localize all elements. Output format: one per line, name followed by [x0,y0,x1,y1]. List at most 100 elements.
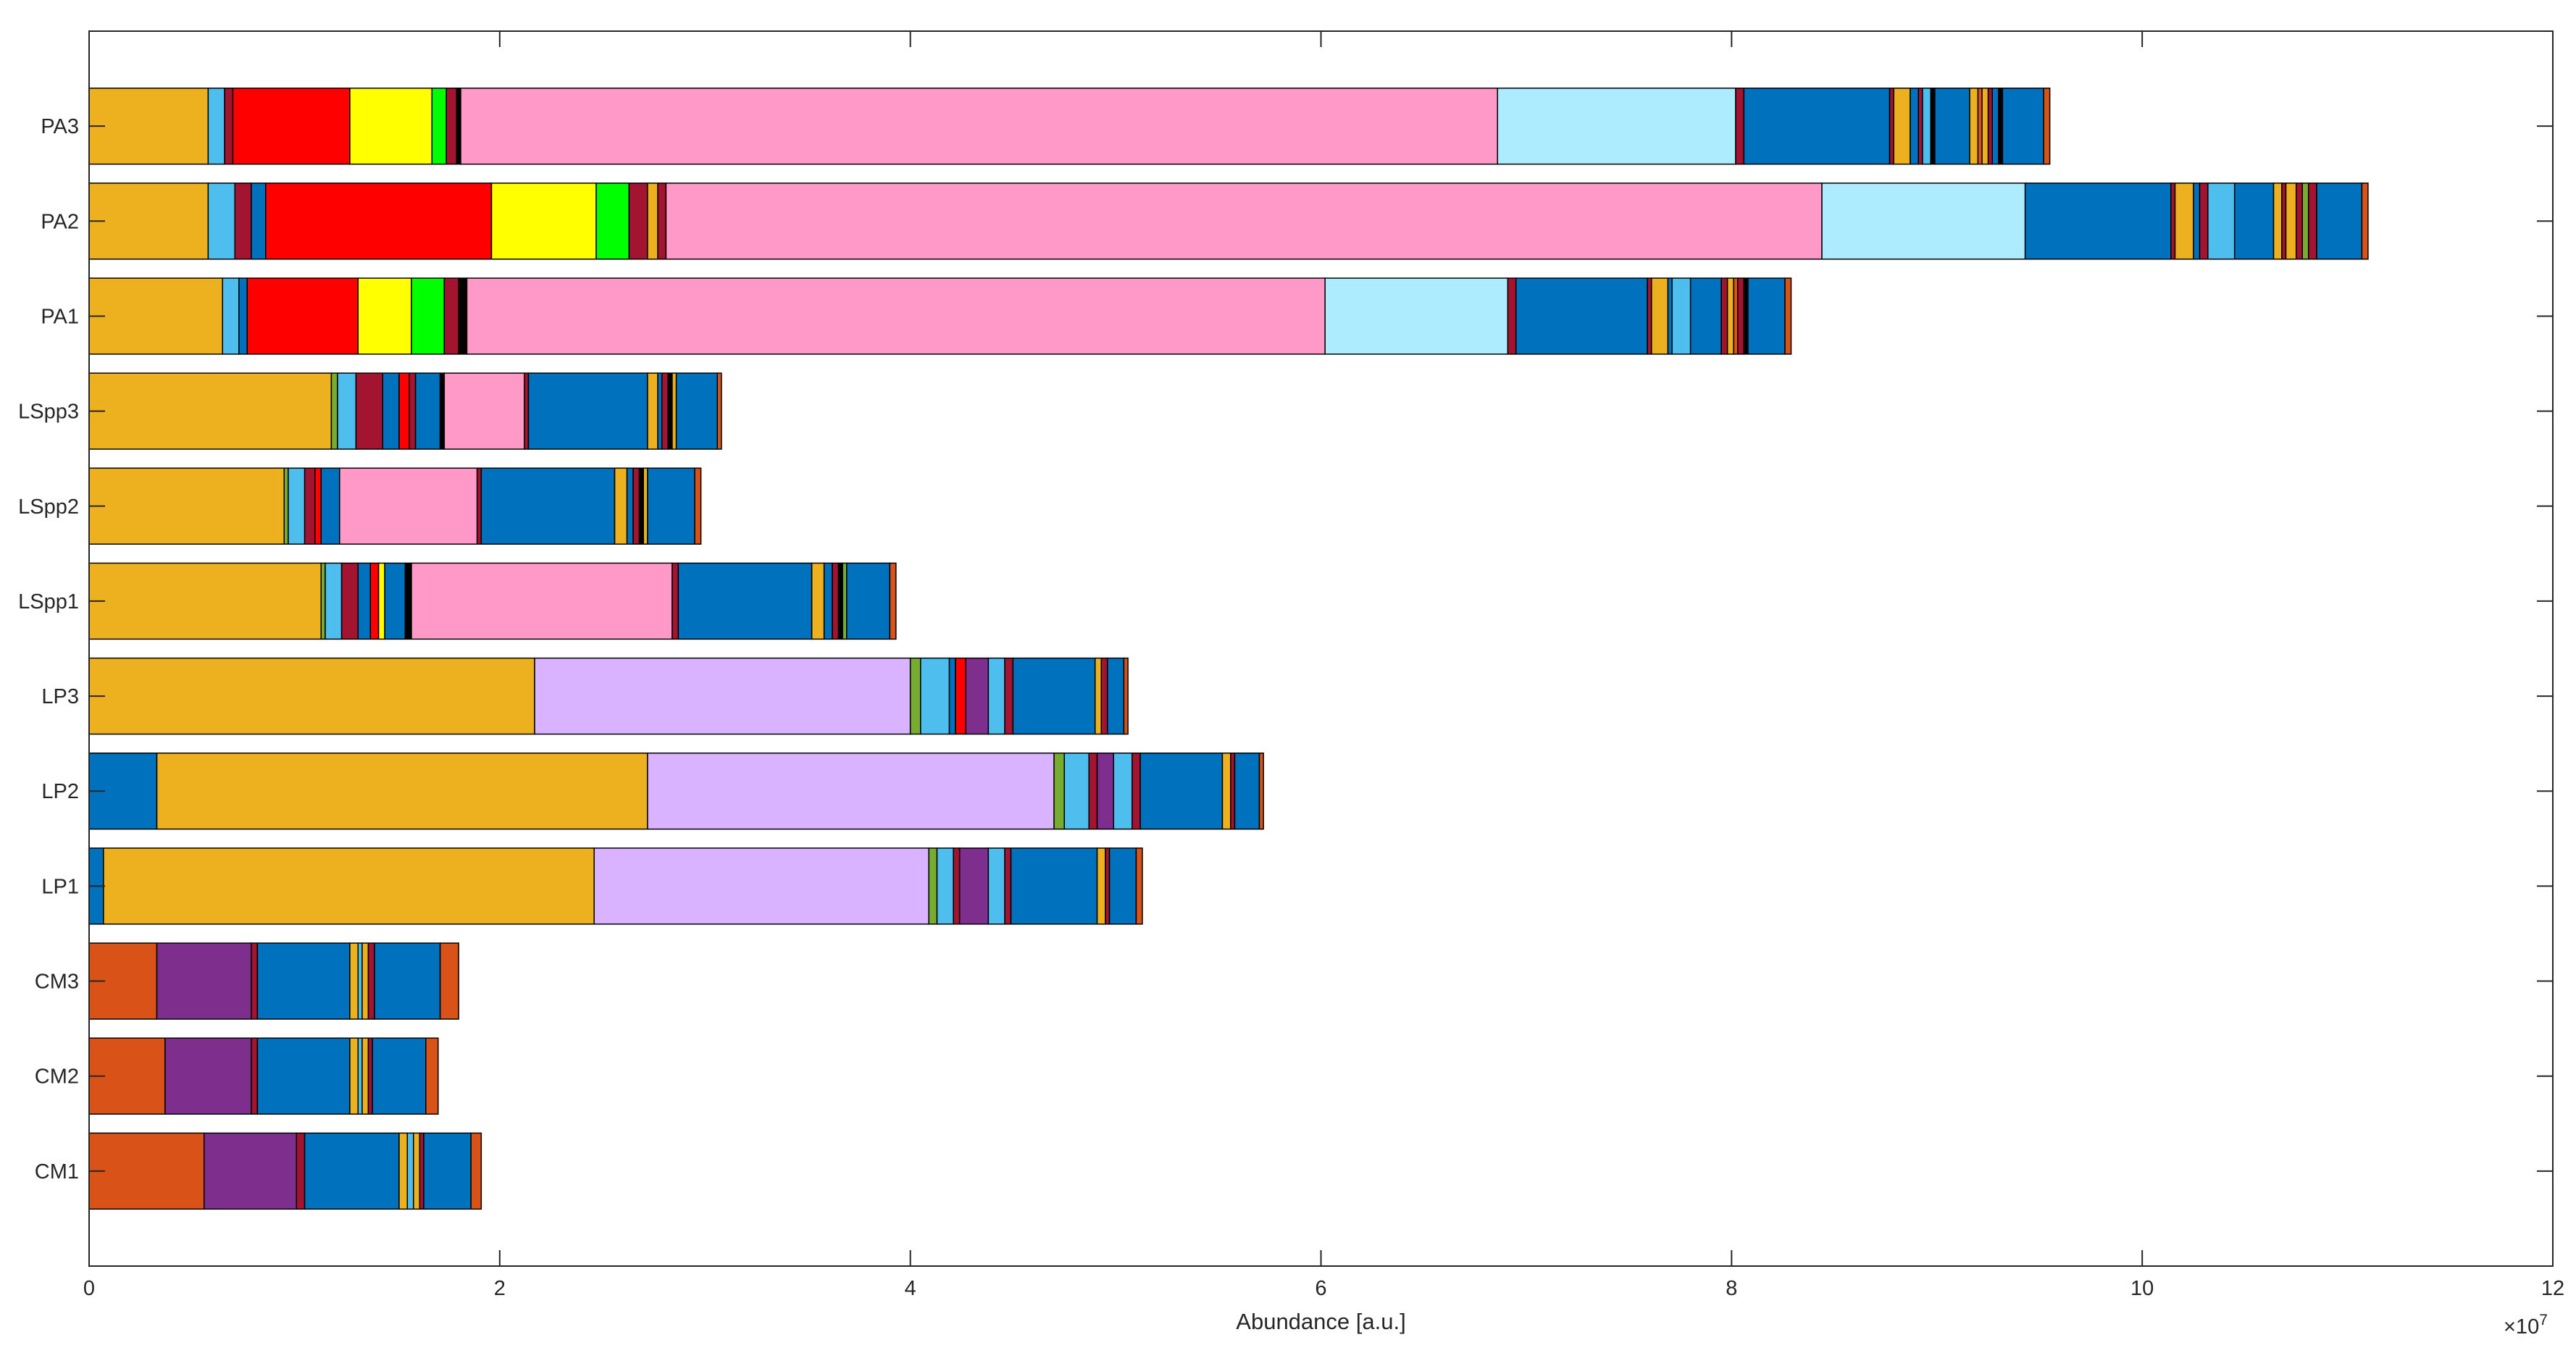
bar-segment-cm1-6 [413,1132,421,1210]
bar-segment-lspp1-13 [823,562,833,640]
bar-segment-pa3-20 [1977,87,1983,165]
bar-segment-pa2-14 [2174,183,2194,260]
bar-segment-lspp2-5 [320,467,340,545]
bar-segment-lp1-4 [936,847,954,925]
bar-segment-pa1-9 [1324,277,1509,355]
bar-segment-pa3-26 [2043,87,2051,165]
bar-segment-lspp2-12 [638,467,644,545]
bar-segment-pa1-5 [411,277,446,355]
bar-segment-pa2-0 [88,183,209,260]
bar-segment-cm2-9 [425,1037,439,1115]
bar-segment-lspp3-7 [414,372,441,450]
bar-segment-pa2-25 [2316,183,2363,260]
bar-segment-lspp2-7 [476,467,482,545]
bar-segment-lp3-13 [1123,657,1129,735]
bar-segment-lspp2-8 [480,467,616,545]
bar-segment-lspp1-8 [404,562,412,640]
bar-segment-lspp1-16 [842,562,848,640]
x-axis-exponent: ×107 [2504,1312,2548,1339]
bar-segment-cm2-6 [361,1037,369,1115]
bar-segment-pa3-3 [232,87,351,165]
bar-segment-pa1-10 [1507,277,1517,355]
bar-segment-lspp2-1 [283,467,289,545]
y-axis-ticks: PA3 PA2 PA1 LSpp3 LSpp2 LSpp1 LP3 LP2 LP1 CM3 CM2 C… [18,115,2553,1184]
bar-segment-lp1-9 [1010,847,1098,925]
bar-segment-lspp3-10 [524,372,530,450]
bar-segment-pa3-24 [1998,87,2004,165]
bar-segment-lp3-6 [965,657,990,735]
bar-segment-pa1-14 [1667,277,1673,355]
bar-segment-pa3-25 [2002,87,2044,165]
bar-segment-cm1-9 [470,1132,482,1210]
bar-segment-pa1-1 [222,277,240,355]
bar-segment-cm1-1 [203,1132,298,1210]
bar-segment-lp2-12 [1234,753,1260,830]
bar-segment-lp2-3 [1053,753,1065,830]
bar-segment-lp1-6 [958,847,990,925]
bar-segment-lp2-10 [1221,753,1231,830]
bar-segment-lspp3-3 [355,372,384,450]
bar-segment-pa2-9 [657,183,667,260]
bar-segment-pa2-15 [2193,183,2201,260]
bar-segment-pa3-19 [1969,87,1979,165]
bar-segment-cm3-2 [251,942,259,1020]
bar-segment-lspp1-14 [832,562,840,640]
bar-segment-lspp1-11 [677,562,813,640]
x-tick-label-12: 12 [2541,1277,2564,1300]
bar-segment-lspp1-9 [411,562,673,640]
bar-segment-pa1-16 [1689,277,1722,355]
bar-segment-lspp1-4 [357,562,372,640]
bar-segment-lp2-7 [1113,753,1133,830]
bar-segment-cm2-3 [256,1037,351,1115]
y-tick-label-pa1: PA1 [41,305,79,328]
bar-segment-lspp1-6 [377,562,385,640]
y-tick-label-lp2: LP2 [41,780,79,803]
bar-segment-pa2-22 [2295,183,2303,260]
bar-segment-pa1-12 [1647,277,1652,355]
bar-segment-lp2-6 [1096,753,1114,830]
bar-segment-pa2-4 [264,183,493,260]
bar-segment-lspp3-15 [667,372,673,450]
bar-segment-lspp1-1 [320,562,326,640]
bar-segment-pa3-9 [1497,87,1736,165]
bar-segment-pa2-6 [595,183,630,260]
bar-segment-lp2-11 [1230,753,1236,830]
bar-segment-pa1-15 [1671,277,1691,355]
bar-segment-lspp2-4 [314,467,322,545]
bar-segment-lp3-5 [955,657,966,735]
bar-segment-lp3-7 [987,657,1005,735]
bar-segment-lspp2-9 [614,467,628,545]
bar-segment-cm1-2 [296,1132,306,1210]
bar-segment-lspp2-3 [304,467,316,545]
bar-segment-pa3-6 [446,87,458,165]
bar-segment-lspp1-12 [811,562,825,640]
bar-segment-pa3-0 [88,87,209,165]
x-tick-label-10: 10 [2130,1277,2154,1300]
y-tick-label-cm2: CM2 [35,1065,79,1089]
bar-segment-pa3-22 [1987,87,1994,165]
y-tick-label-lspp2: LSpp2 [18,495,79,519]
bar-segment-lp1-13 [1135,847,1143,925]
bar-segment-pa3-15 [1918,87,1923,165]
bar-segment-lspp2-11 [632,467,640,545]
bar-segment-lspp3-12 [647,372,658,450]
bar-segment-cm3-3 [256,942,351,1020]
bar-segment-lspp1-3 [340,562,359,640]
bar-segment-pa3-7 [456,87,461,165]
x-axis-exponent-base: ×10 [2504,1315,2539,1339]
bar-segment-pa2-21 [2285,183,2297,260]
y-tick-label-cm3: CM3 [35,971,79,994]
bar-segment-lp3-1 [534,657,911,735]
plot-frame [88,30,2554,1267]
x-tick-label-0: 0 [83,1277,95,1300]
bar-segment-cm3-9 [439,942,459,1020]
bar-segment-lspp2-13 [643,467,648,545]
bar-segment-lspp3-5 [398,372,410,450]
bar-segment-pa3-8 [460,87,1498,165]
bar-segment-lp2-2 [647,753,1055,830]
bar-segment-lspp3-9 [443,372,525,450]
bar-segment-lp2-8 [1132,753,1141,830]
bar-segment-cm3-7 [367,942,375,1020]
bar-segment-pa1-0 [88,277,223,355]
